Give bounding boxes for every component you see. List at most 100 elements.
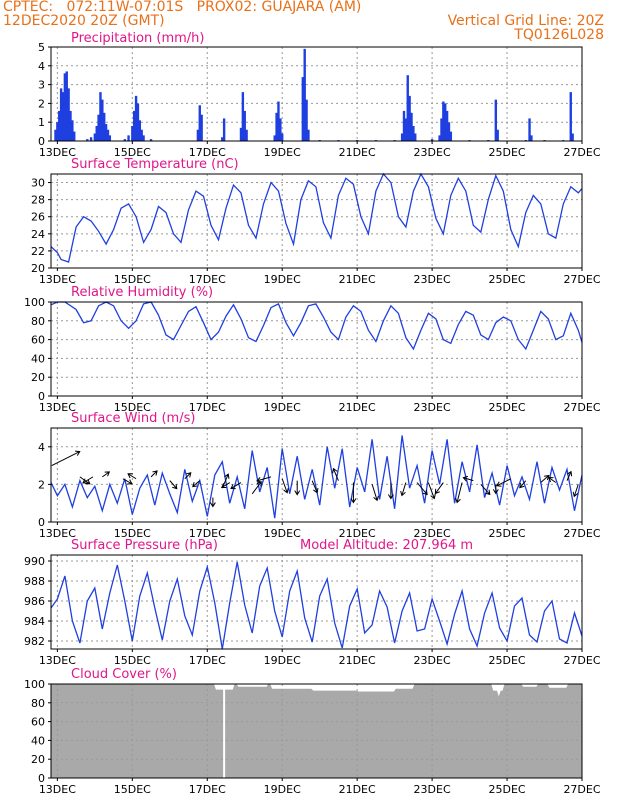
- panel-5: Surface Pressure (hPa) Model Altitude: 20…: [24, 538, 601, 667]
- precip-bar: [406, 75, 409, 141]
- precip-bar: [63, 73, 67, 141]
- wind-vector: [387, 482, 394, 500]
- precip-bar: [196, 129, 200, 141]
- x-tick-label: 17DEC: [189, 783, 226, 796]
- precip-bar: [65, 71, 68, 141]
- wind-vector: [492, 484, 499, 495]
- panel-frame: [50, 173, 583, 269]
- x-tick-label: 25DEC: [488, 783, 525, 796]
- y-tick-label: 26: [31, 211, 45, 224]
- precip-bar: [142, 135, 145, 141]
- x-tick-label: 25DEC: [488, 273, 525, 286]
- precip-bar: [200, 114, 203, 141]
- precip-bar: [402, 110, 406, 141]
- precip-bar: [198, 105, 201, 141]
- precip-bar: [149, 139, 153, 141]
- y-tick-label: 4: [38, 441, 45, 454]
- x-tick-label: 13DEC: [39, 654, 76, 667]
- precip-bar: [414, 133, 417, 141]
- wind-vector: [572, 484, 579, 498]
- y-tick-label: 80: [31, 315, 45, 328]
- y-tick-label: 40: [31, 352, 45, 365]
- station-info: CPTEC: 072:11W-07:01S PROX02: GUAJARA (A…: [3, 0, 362, 15]
- y-tick-label: 982: [24, 635, 45, 648]
- wind-vector: [427, 482, 436, 500]
- x-tick-label: 15DEC: [114, 146, 151, 159]
- precip-bar: [138, 120, 142, 141]
- wind-vector: [462, 475, 474, 482]
- wind-vector: [122, 478, 133, 485]
- wind-vector: [209, 497, 216, 508]
- y-tick-label: 5: [38, 41, 45, 54]
- precip-bar: [281, 133, 284, 141]
- x-tick-label: 27DEC: [563, 654, 600, 667]
- wind-vector: [281, 478, 289, 494]
- panel-2: Surface Temperature (nC) 20 22 24 26 28 30 13DE…: [31, 157, 601, 286]
- wind-vector: [519, 480, 527, 489]
- y-tick-label: 2: [38, 478, 45, 491]
- precip-bar: [243, 110, 246, 141]
- y-tick-label: 0: [38, 390, 45, 403]
- precip-bar: [241, 92, 245, 141]
- panel-frame: [50, 301, 583, 397]
- precip-bar: [136, 103, 140, 141]
- precip-bar: [279, 118, 282, 141]
- precip-bar: [400, 133, 404, 141]
- wind-vector: [169, 480, 178, 490]
- y-tick-label: 990: [24, 555, 45, 568]
- panel-6: Cloud Cover (%) 0 20 40 60 80 100 13DEC 15DEC 17D…: [24, 667, 601, 796]
- precip-bar: [245, 129, 248, 141]
- y-tick-label: 0: [38, 772, 45, 785]
- panel-title: Relative Humidity (%): [71, 285, 213, 300]
- y-tick-label: 20: [31, 371, 45, 384]
- y-tick-label: 60: [31, 334, 45, 347]
- x-tick-label: 19DEC: [264, 527, 301, 540]
- x-tick-label: 21DEC: [339, 783, 376, 796]
- precip-bar: [303, 48, 306, 141]
- y-tick-label: 984: [24, 615, 45, 628]
- x-tick-label: 17DEC: [189, 401, 226, 414]
- wind-vector: [150, 470, 158, 478]
- x-tick-label: 17DEC: [189, 146, 226, 159]
- precip-bar: [410, 112, 413, 141]
- precip-bar: [445, 110, 449, 141]
- precip-bar: [95, 125, 98, 141]
- precip-bar: [275, 112, 278, 141]
- x-tick-label: 19DEC: [264, 654, 301, 667]
- x-tick-label: 23DEC: [414, 401, 451, 414]
- panel-frame: [50, 46, 583, 142]
- wind-vector: [294, 480, 301, 496]
- x-tick-label: 15DEC: [114, 273, 151, 286]
- wind-vector: [221, 473, 230, 489]
- panel-title: Precipitation (mm/h): [71, 31, 204, 46]
- x-tick-label: 13DEC: [39, 273, 76, 286]
- precip-bar: [444, 103, 447, 141]
- precip-bar: [108, 135, 112, 141]
- x-tick-label: 17DEC: [189, 527, 226, 540]
- y-tick-label: 1: [38, 116, 45, 129]
- x-tick-label: 15DEC: [114, 654, 151, 667]
- series-line: [50, 435, 583, 519]
- precip-bar: [440, 118, 443, 141]
- x-tick-label: 21DEC: [339, 273, 376, 286]
- cloud-cover-area: [51, 684, 582, 778]
- y-tick-label: 20: [31, 753, 45, 766]
- wind-vector: [455, 482, 463, 504]
- wind-vector: [127, 473, 137, 480]
- wind-vector: [416, 482, 428, 496]
- precip-bar: [307, 129, 310, 141]
- precip-bar: [449, 131, 453, 141]
- precip-bar: [101, 99, 104, 141]
- precip-bar: [131, 125, 134, 141]
- x-tick-label: 15DEC: [114, 527, 151, 540]
- x-tick-label: 25DEC: [488, 146, 525, 159]
- panel-3: Relative Humidity (%) 0 20 40 60 80 100 13DEC 15…: [24, 285, 601, 414]
- precip-bar: [93, 133, 97, 141]
- x-tick-label: 15DEC: [114, 401, 151, 414]
- panel-title: Cloud Cover (%): [71, 667, 177, 682]
- wind-vector: [350, 482, 357, 504]
- x-tick-label: 13DEC: [39, 527, 76, 540]
- precip-bar: [99, 92, 102, 141]
- precip-bar: [104, 124, 108, 141]
